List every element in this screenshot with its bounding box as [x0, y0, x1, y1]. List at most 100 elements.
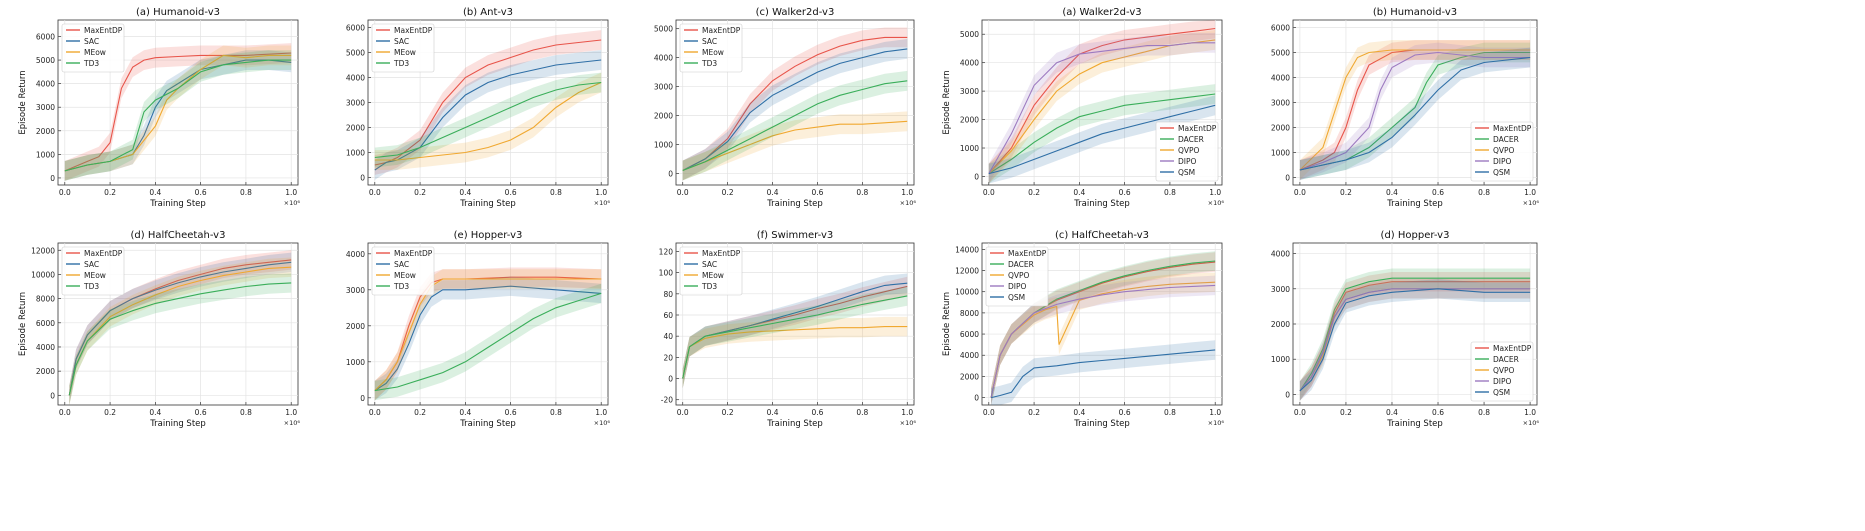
y-tick-label: 0: [1285, 390, 1290, 399]
y-tick-label: 3000: [960, 87, 979, 96]
x-axis-multiplier: ×10⁶: [1208, 199, 1225, 207]
legend: MaxEntDP SAC MEow TD3: [371, 246, 435, 296]
x-tick-label: 0.4: [1386, 188, 1398, 197]
chart-title: (d) HalfCheetah-v3: [131, 230, 226, 241]
chart-title: (c) HalfCheetah-v3: [1055, 230, 1149, 241]
x-tick-label: 1.0: [1524, 408, 1536, 417]
legend-box: [1470, 341, 1534, 402]
y-tick-label: 0: [974, 394, 979, 403]
series-line-qsm: [988, 104, 1216, 175]
x-tick-label: 1.0: [285, 408, 297, 417]
series-band-sac: [64, 50, 292, 181]
legend-label: TD3: [393, 59, 409, 68]
x-tick-label: 0.2: [722, 188, 734, 197]
chart-panel-6: 0 2000 4000 6000 8000 10000 12000 0.0 0.2 0.4 0.6 0…: [18, 230, 300, 429]
chart-panel-8: -20 0 20 40 60 80 100 120 0.0 0.2 0.4 0.6 0.8 1.0 MaxE…: [659, 230, 917, 429]
legend-label: SAC: [394, 260, 409, 269]
legend-box: [61, 246, 125, 296]
series-band-dacer: [988, 84, 1216, 184]
legend: MaxEntDP SAC MEow TD3: [61, 246, 125, 296]
y-tick-label: 3000: [1271, 285, 1290, 294]
y-tick-label: 2000: [960, 116, 979, 125]
x-tick-label: 1.0: [595, 408, 607, 417]
y-tick-label: 1000: [346, 149, 365, 158]
legend-label: DIPO: [1178, 157, 1197, 166]
y-tick-label: 12000: [955, 267, 979, 276]
x-tick-label: 0.8: [856, 188, 868, 197]
x-tick-label: 0.4: [1073, 408, 1085, 417]
series-band-meow: [682, 111, 908, 181]
series-band-maxentdp: [988, 20, 1216, 184]
y-tick-label: 6000: [346, 24, 365, 33]
x-tick-label: 1.0: [901, 408, 913, 417]
x-tick-label: 0.0: [59, 408, 71, 417]
series-band-sac: [374, 276, 602, 401]
series-line-dipo: [988, 42, 1216, 174]
x-axis-label: Training Step: [766, 199, 823, 209]
x-tick-label: 0.6: [1432, 188, 1444, 197]
x-tick-label: 0.8: [1478, 188, 1490, 197]
x-tick-label: 0.0: [1294, 408, 1306, 417]
chart-panel-5: 0 1000 2000 3000 4000 5000 6000 0.0 0.2 0.4 0.6 0.8…: [1271, 7, 1539, 209]
x-tick-label: 0.6: [195, 188, 207, 197]
y-tick-label: 0: [668, 169, 673, 178]
legend-box: [1470, 121, 1534, 182]
y-tick-label: 4000: [346, 74, 365, 83]
series-band-td3: [682, 286, 908, 389]
y-tick-label: 6000: [36, 33, 55, 42]
x-tick-label: 0.8: [856, 408, 868, 417]
series-band-td3: [64, 50, 292, 181]
series-line-maxentdp: [988, 27, 1216, 174]
legend-label: MaxEntDP: [1493, 124, 1532, 133]
y-tick-label: 1000: [36, 150, 55, 159]
y-tick-label: 0: [360, 174, 365, 183]
series-band-qsm: [991, 340, 1216, 405]
series-line-td3: [682, 295, 908, 379]
x-tick-label: 0.8: [1478, 408, 1490, 417]
series-line-qvpo: [1299, 49, 1531, 171]
legend-label: SAC: [84, 37, 99, 46]
legend-box: [1155, 121, 1219, 182]
series-line-td3: [374, 292, 602, 392]
y-axis-label: Episode Return: [942, 70, 952, 134]
x-axis-multiplier: ×10⁶: [1208, 419, 1225, 427]
x-axis-label: Training Step: [459, 199, 516, 209]
series-line-td3: [374, 81, 602, 159]
legend-label: QSM: [1008, 293, 1025, 302]
series-line-sac: [68, 261, 292, 396]
legend-label: DIPO: [1008, 282, 1027, 291]
x-tick-label: 0.6: [505, 408, 517, 417]
legend-label: MEow: [394, 48, 416, 57]
series-band-qvpo: [1299, 40, 1531, 180]
series-band-maxentdp: [69, 250, 292, 405]
series-band-td3: [682, 70, 908, 181]
x-tick-label: 0.8: [1164, 188, 1176, 197]
series-line-meow: [682, 326, 908, 379]
series-band-maxentdp: [682, 276, 908, 389]
y-tick-label: 5000: [346, 49, 365, 58]
chart-title: (b) Ant-v3: [463, 7, 513, 18]
y-tick-label: 4000: [960, 351, 979, 360]
x-tick-label: 0.2: [104, 408, 116, 417]
x-tick-label: 0.4: [149, 188, 161, 197]
y-tick-label: 2000: [960, 372, 979, 381]
x-axis-multiplier: ×10⁶: [900, 199, 917, 207]
x-tick-label: 0.6: [1432, 408, 1444, 417]
legend: MaxEntDP SAC MEow TD3: [371, 23, 435, 73]
x-axis-multiplier: ×10⁶: [594, 199, 611, 207]
legend-label: SAC: [702, 260, 717, 269]
y-tick-label: 60: [663, 311, 673, 320]
y-tick-label: 20: [663, 353, 673, 362]
series-band-meow: [374, 269, 602, 401]
series-line-qsm: [1299, 56, 1531, 171]
legend-label: DIPO: [1493, 377, 1512, 386]
legend-label: QVPO: [1178, 146, 1200, 155]
series-line-td3: [68, 282, 292, 396]
x-tick-label: 0.6: [811, 408, 823, 417]
legend-label: QSM: [1493, 388, 1510, 397]
chart-panel-9: 0 2000 4000 6000 8000 10000 12000 14000 0.0 0.2 0.…: [942, 230, 1224, 429]
series-band-sac: [374, 50, 602, 180]
x-axis-label: Training Step: [1073, 419, 1130, 429]
x-tick-label: 1.0: [901, 188, 913, 197]
y-tick-label: 5000: [960, 30, 979, 39]
